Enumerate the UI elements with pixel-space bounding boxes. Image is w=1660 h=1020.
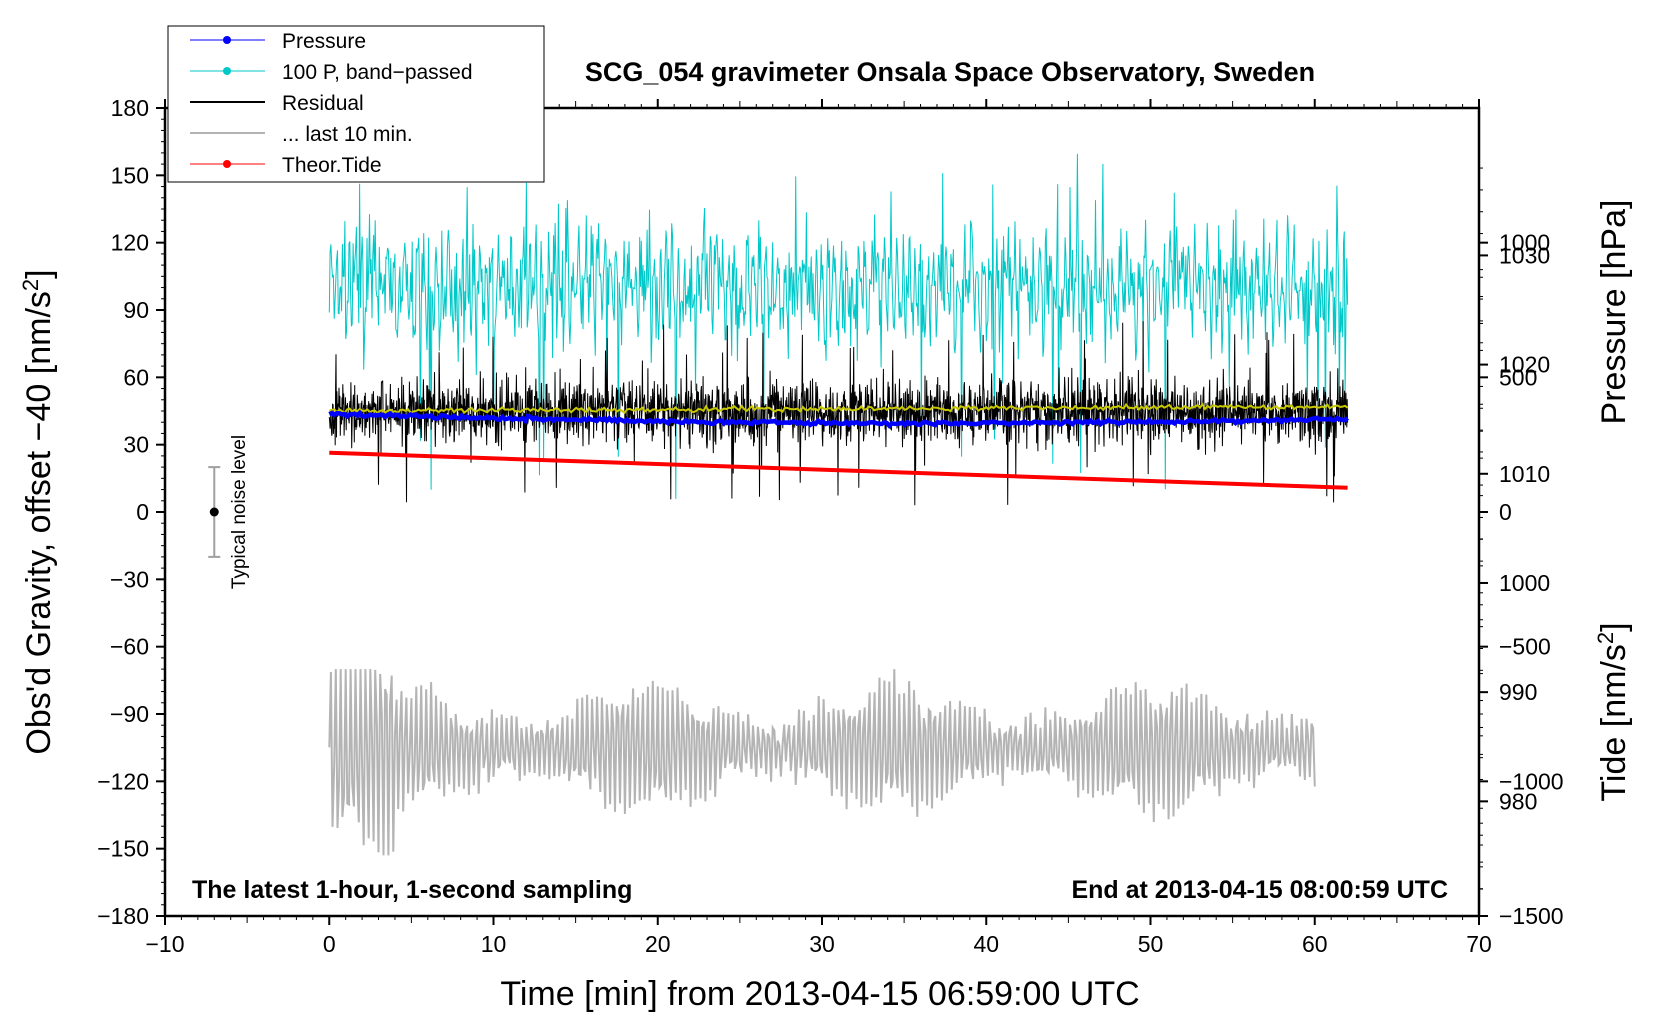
series-residual-smoothed-line [328, 402, 1349, 415]
pressure-tick-label: 1030 [1499, 242, 1550, 268]
x-tick-label: 40 [973, 931, 999, 957]
pressure-tick-label: 1020 [1499, 352, 1550, 378]
series-tide-line [329, 450, 1348, 490]
x-tick-label: 50 [1138, 931, 1164, 957]
tide-tick-label: −1500 [1499, 903, 1564, 929]
y-tick-label: −90 [110, 701, 149, 727]
tide-tick-label: 0 [1499, 499, 1512, 525]
legend-label: 100 P, band−passed [282, 61, 473, 84]
x-tick-label: 20 [645, 931, 671, 957]
legend: Pressure 100 P, band−passed Residual ... la… [167, 25, 545, 183]
pressure-tick-label: 980 [1499, 788, 1537, 814]
y-tick-label: −30 [110, 566, 149, 592]
pressure-tick-label: 1000 [1499, 570, 1550, 596]
x-tick-label: 0 [323, 931, 336, 957]
series-residual-line [328, 321, 1349, 506]
x-tick-label: 10 [481, 931, 507, 957]
y-tick-label: −150 [97, 836, 149, 862]
y-axis-label-pressure: Pressure [hPa] [1595, 200, 1633, 425]
x-tick-label: 30 [809, 931, 835, 957]
pressure-tick-label: 1010 [1499, 461, 1550, 487]
legend-marker [223, 36, 231, 44]
series-band-passed-line [328, 153, 1349, 500]
note-left: The latest 1-hour, 1-second sampling [192, 876, 632, 904]
legend-marker [223, 67, 231, 75]
x-axis-label: Time [min] from 2013-04-15 06:59:00 UTC [500, 975, 1139, 1013]
pressure-tick-label: 990 [1499, 679, 1537, 705]
legend-label: Residual [282, 92, 364, 115]
y-tick-label: 180 [111, 95, 149, 121]
legend-label: Pressure [282, 30, 366, 53]
y-axis-label-tide: Tide [nm/s2] [1593, 622, 1633, 801]
y-tick-label: −60 [110, 634, 149, 660]
series-layer [328, 153, 1350, 856]
y-tick-label: −180 [97, 903, 149, 929]
x-tick-label: −10 [145, 931, 184, 957]
x-tick-label: 60 [1302, 931, 1328, 957]
chart-title: SCG_054 gravimeter Onsala Space Observat… [585, 57, 1315, 87]
legend-label: Theor.Tide [282, 154, 382, 177]
tide-tick-label: 500 [1499, 364, 1537, 390]
series-pressure-line [328, 409, 1350, 429]
tide-tick-label: −500 [1499, 634, 1551, 660]
noise-label: Typical noise level [229, 435, 250, 589]
x-tick-label: 70 [1466, 931, 1492, 957]
y-tick-label: 120 [111, 230, 149, 256]
axes-ticks: −10 0 10 20 30 40 50 60 701801501209060300−30−60… [97, 95, 1563, 957]
series-last-10min-line [328, 669, 1316, 856]
noise-bar [208, 466, 221, 558]
noise-bar-dot [209, 507, 219, 517]
y-tick-label: 90 [123, 297, 149, 323]
y-tick-label: 30 [123, 432, 149, 458]
y-axis-label-left: Obs'd Gravity, offset −40 [nm/s2] [18, 269, 58, 754]
tide-tick-label: 1000 [1499, 230, 1550, 256]
y-tick-label: 60 [123, 364, 149, 390]
legend-marker [223, 160, 231, 168]
note-right: End at 2013-04-15 08:00:59 UTC [1071, 876, 1448, 904]
legend-box [167, 25, 545, 183]
y-tick-label: 150 [111, 162, 149, 188]
tide-tick-label: −1000 [1499, 768, 1564, 794]
y-tick-label: −120 [97, 768, 149, 794]
y-tick-label: 0 [136, 499, 149, 525]
legend-label: ... last 10 min. [282, 123, 413, 146]
